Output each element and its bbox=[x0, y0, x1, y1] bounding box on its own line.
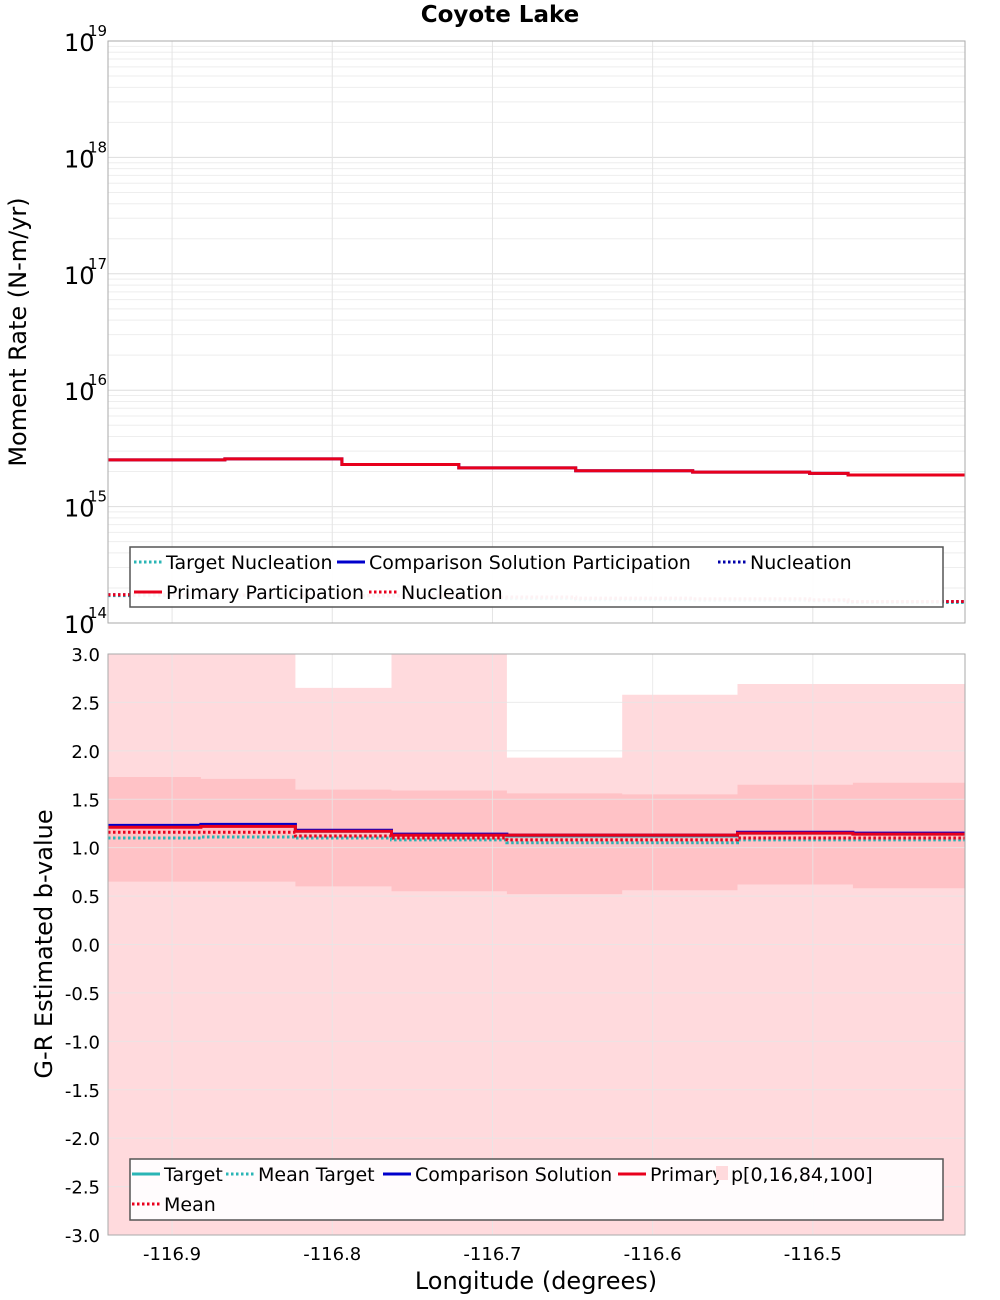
bottom-ytick-12: -3.0 bbox=[65, 1226, 100, 1247]
bottom-xtick-4: -116.5 bbox=[784, 1244, 842, 1265]
top-ytick-exp-0: 14 bbox=[88, 604, 107, 622]
bottom-legend-label-4: Mean bbox=[164, 1194, 216, 1216]
bottom-legend-label-3: Primary bbox=[650, 1164, 723, 1186]
bottom-legend-label-2: Comparison Solution bbox=[415, 1164, 612, 1186]
bottom-ytick-3: 1.5 bbox=[71, 790, 100, 811]
top-plot-border bbox=[107, 40, 966, 624]
top-legend-label-0: Target Nucleation bbox=[165, 552, 333, 574]
top-ytick-base-2: 10 bbox=[64, 378, 95, 406]
top-ytick-base-1: 10 bbox=[64, 495, 95, 523]
top-ytick-exp-3: 17 bbox=[88, 255, 107, 273]
bottom-ytick-11: -2.5 bbox=[65, 1178, 100, 1199]
bottom-xtick-3: -116.6 bbox=[624, 1244, 682, 1265]
bottom-series-4-line bbox=[108, 830, 965, 842]
bottom-legend-box bbox=[129, 1158, 944, 1221]
bottom-ytick-5: 0.5 bbox=[71, 887, 100, 908]
bottom-ytick-2: 2.0 bbox=[71, 742, 100, 763]
bottom-legend-label-band: p[0,16,84,100] bbox=[731, 1164, 873, 1186]
bottom-ytick-10: -2.0 bbox=[65, 1129, 100, 1150]
bottom-ytick-9: -1.5 bbox=[65, 1081, 100, 1102]
bottom-ytick-0: 3.0 bbox=[71, 645, 100, 666]
top-series-3-line bbox=[108, 457, 965, 477]
bottom-xtick-0: -116.9 bbox=[143, 1244, 201, 1265]
top-ytick-base-3: 10 bbox=[64, 262, 95, 290]
bottom-ytick-6: 0.0 bbox=[71, 936, 100, 957]
top-ytick-exp-2: 16 bbox=[88, 371, 107, 389]
top-y-axis-label: Moment Rate (N-m/yr) bbox=[4, 197, 32, 466]
bottom-legend-label-1: Mean Target bbox=[258, 1164, 375, 1186]
top-ytick-base-5: 10 bbox=[64, 29, 95, 57]
top-legend-label-2: Nucleation bbox=[750, 552, 852, 574]
bottom-ytick-7: -0.5 bbox=[65, 984, 100, 1005]
bottom-y-axis-label: G-R Estimated b-value bbox=[30, 809, 58, 1078]
top-gridlines bbox=[108, 41, 965, 624]
bottom-ytick-4: 1.0 bbox=[71, 839, 100, 860]
top-ytick-exp-4: 18 bbox=[88, 138, 107, 156]
top-ytick-exp-1: 15 bbox=[88, 488, 107, 506]
bottom-xtick-1: -116.8 bbox=[303, 1244, 361, 1265]
bottom-legend-swatch-band bbox=[716, 1166, 728, 1180]
bottom-legend-label-0: Target bbox=[163, 1164, 223, 1186]
top-plot-area bbox=[108, 41, 965, 623]
chart-title: Coyote Lake bbox=[421, 2, 580, 28]
bottom-xtick-2: -116.7 bbox=[463, 1244, 521, 1265]
bottom-ytick-8: -1.0 bbox=[65, 1032, 100, 1053]
bottom-plot-border bbox=[107, 653, 966, 1236]
bottom-series-3-line bbox=[108, 824, 965, 837]
top-legend-label-3: Primary Participation bbox=[166, 582, 364, 604]
top-legend-label-1: Comparison Solution Participation bbox=[369, 552, 691, 574]
top-ytick-base-0: 10 bbox=[64, 611, 95, 639]
bottom-series-1-line bbox=[108, 835, 965, 845]
bottom-x-axis-label: Longitude (degrees) bbox=[415, 1267, 657, 1295]
top-ytick-exp-5: 19 bbox=[88, 22, 107, 40]
top-legend-box bbox=[129, 546, 944, 608]
bottom-ytick-1: 2.5 bbox=[71, 693, 100, 714]
top-legend-label-4: Nucleation bbox=[401, 582, 503, 604]
top-ytick-base-4: 10 bbox=[64, 145, 95, 173]
